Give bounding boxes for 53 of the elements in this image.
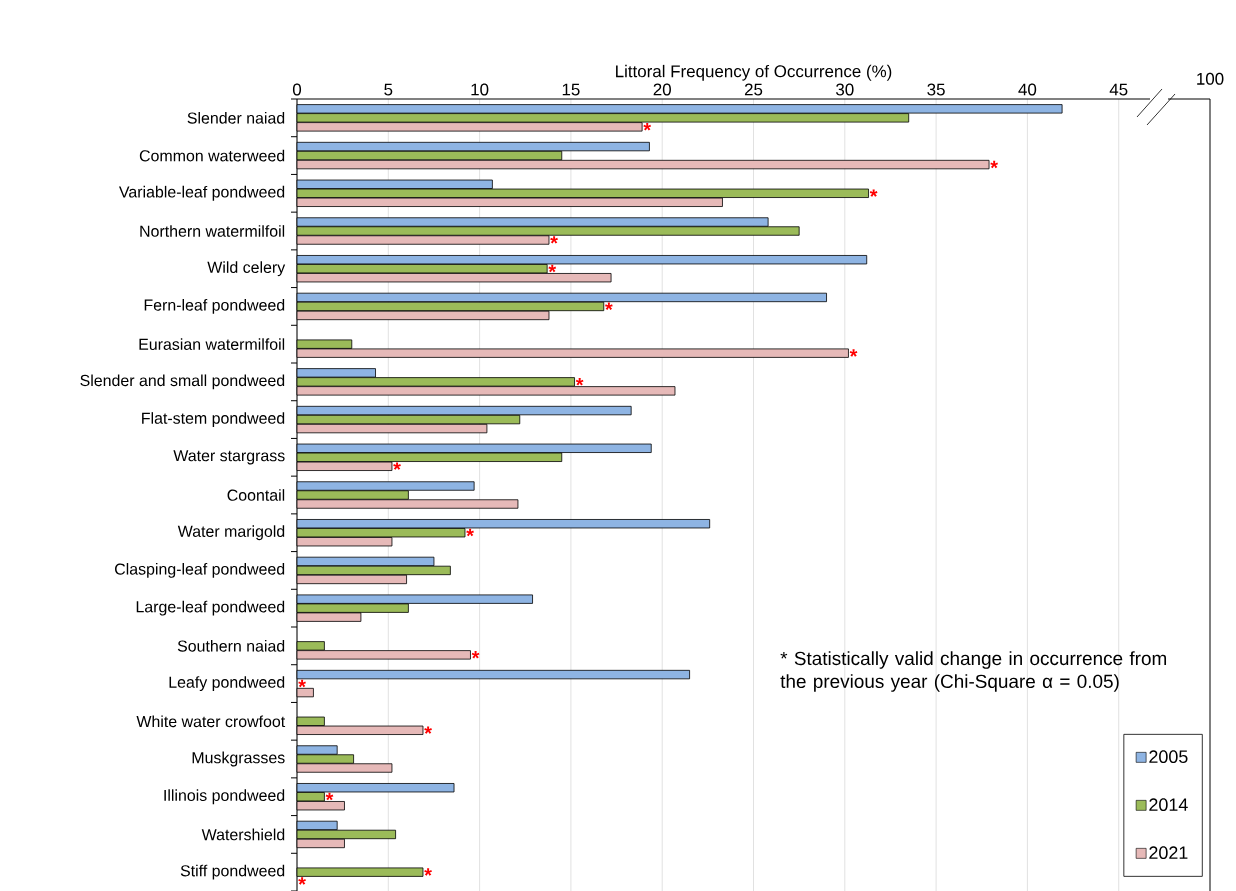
x-tick-label: 10 [471,83,489,96]
data-label: * [466,528,474,537]
data-label: * [605,302,613,310]
y-tick-label: Watershield [201,828,285,841]
y-tick-label: Slender and small pondweed [80,374,285,390]
legend-label: 2021 [1149,846,1188,860]
y-tick-label: Large-leaf pondweed [136,600,285,616]
legend-label: 2005 [1149,750,1188,764]
y-tick-label: Northern watermilfoil [140,225,285,237]
x-tick-label: 25 [744,83,763,96]
data-label: * [643,123,652,131]
x-tick-label: 35 [927,83,945,96]
x-tick-label: 15 [562,83,580,96]
annotation: * Statistically valid change in occurrence from the previous year (Chi-Square α = 0.05) [780,651,1167,692]
data-label: * [471,651,480,659]
x-tick-label: 0 [292,83,302,96]
y-tick-label: Flat-stem pondweed [142,412,285,428]
y-tick-label: Muskgrasses [192,751,285,767]
y-tick-label: Common waterweed [139,149,285,162]
x-axis-title: Littoral Frequency of Occurrence (%) [616,64,892,81]
y-tick-label: Leafy pondweed [169,676,285,692]
y-tick-label: White water crowfoot [136,715,286,728]
text: * [298,679,306,688]
y-tick-label: Coontail [227,489,285,501]
y-tick-label: Water marigold [177,525,285,541]
x-tick-label: 40 [1018,83,1037,96]
data-label: * [990,160,998,169]
data-label: * [325,792,334,801]
data-label: * [393,462,401,470]
data-label: * [548,264,557,273]
legend-label: 2014 [1149,798,1188,812]
data-label: * [424,726,432,734]
text: * [298,877,306,885]
y-tick-label: Wild celery [207,261,286,277]
x-tick-label: 20 [653,83,671,96]
y-tick-label: Variable-leaf pondweed [118,185,285,201]
y-tick-label: Illinois pondweed [164,789,285,805]
y-tick-label: Water stargrass [173,450,285,465]
data-label: * [869,189,878,197]
data-label: * [550,236,558,244]
y-tick-label: Clasping-leaf pondweed [115,563,285,578]
y-tick-label: Eurasian watermilfoil [139,338,285,350]
data-label: * [424,868,432,876]
text: 100 [1197,72,1224,85]
x-tick-label: 30 [836,83,854,96]
y-tick-label: Fern-leaf pondweed [144,299,285,314]
y-tick-label: Stiff pondweed [180,864,285,880]
x-tick-label: 5 [384,83,393,96]
data-label: * [575,378,584,386]
data-label: * [849,349,858,357]
x-tick-label: 45 [1109,83,1128,96]
y-tick-label: Slender naiad [187,112,285,124]
y-tick-label: Southern naiad [177,640,285,652]
